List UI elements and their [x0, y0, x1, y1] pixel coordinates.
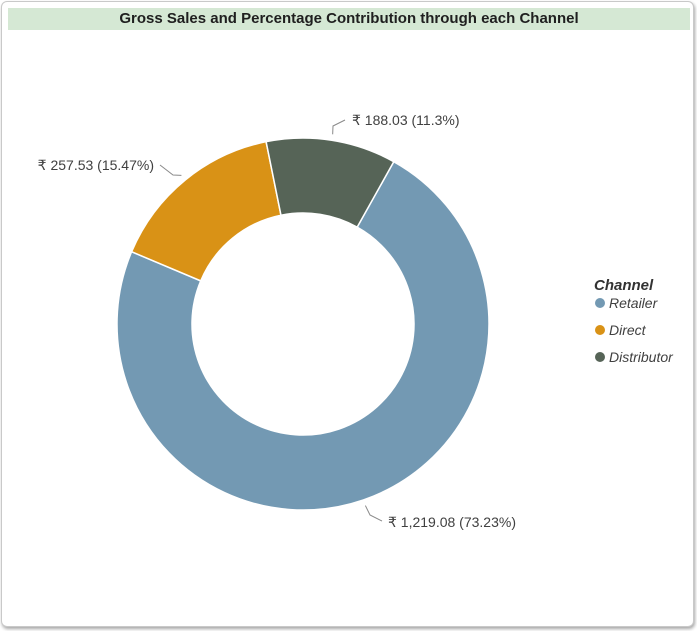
- leader-line-direct: [159, 164, 182, 176]
- data-label-retailer: ₹ 1,219.08 (73.23%): [388, 514, 516, 530]
- legend: Channel Retailer Direct Distributor: [594, 277, 674, 365]
- donut-slices: [116, 137, 490, 511]
- legend-marker-direct: [595, 325, 605, 335]
- slice-direct[interactable]: [130, 140, 282, 282]
- data-label-distributor: ₹ 188.03 (11.3%): [352, 112, 460, 128]
- data-label-direct: ₹ 257.53 (15.47%): [38, 157, 154, 173]
- legend-item-retailer[interactable]: Retailer: [609, 295, 659, 311]
- legend-item-distributor[interactable]: Distributor: [609, 349, 674, 365]
- slice-retailer[interactable]: [116, 160, 490, 511]
- leader-line-distributor: [332, 119, 346, 135]
- legend-marker-retailer: [595, 298, 605, 308]
- legend-title: Channel: [594, 277, 654, 294]
- slice-distributor[interactable]: [265, 137, 395, 229]
- legend-item-direct[interactable]: Direct: [609, 322, 647, 338]
- leader-line-retailer: [364, 505, 383, 522]
- legend-marker-distributor: [595, 352, 605, 362]
- data-labels: ₹ 1,219.08 (73.23%) ₹ 257.53 (15.47%) ₹ 18…: [38, 112, 516, 530]
- chart-title: Gross Sales and Percentage Contribution …: [8, 8, 690, 30]
